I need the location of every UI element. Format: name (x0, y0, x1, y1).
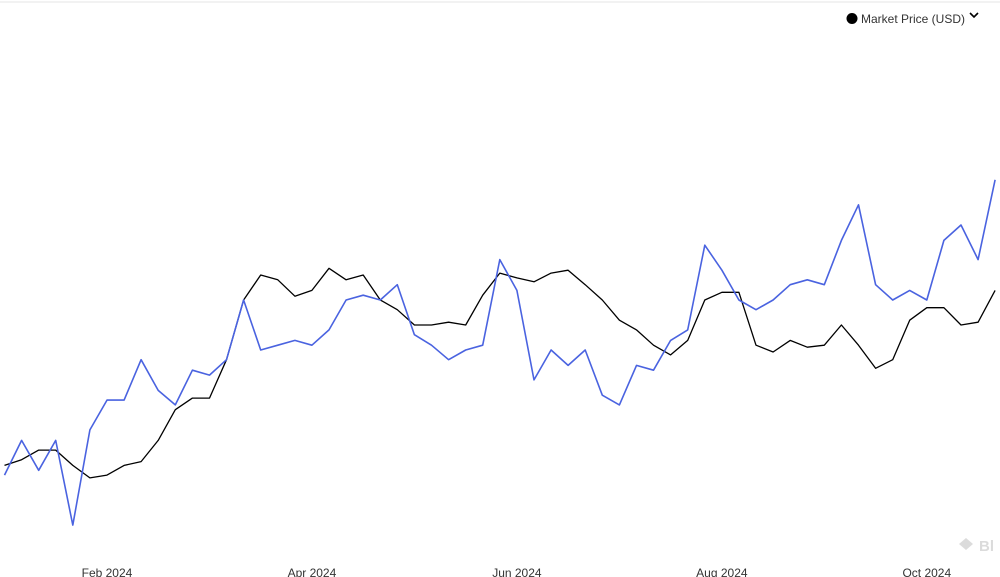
watermark-logo (959, 538, 973, 550)
legend[interactable]: Market Price (USD) (846, 12, 979, 26)
legend-marker (846, 13, 858, 24)
x-tick-label: Aug 2024 (696, 566, 748, 577)
legend-label[interactable]: Market Price (USD) (861, 12, 965, 26)
x-tick-label: Feb 2024 (82, 566, 133, 577)
x-tick-label: Oct 2024 (902, 566, 951, 577)
x-tick-label: Jun 2024 (492, 566, 542, 577)
watermark-group: Bl (959, 538, 994, 555)
legend-chevron[interactable] (969, 12, 979, 19)
series-line (4, 267, 996, 479)
series-line (3, 179, 996, 526)
x-tick-label: Apr 2024 (288, 566, 337, 577)
watermark: Bl (979, 538, 994, 555)
